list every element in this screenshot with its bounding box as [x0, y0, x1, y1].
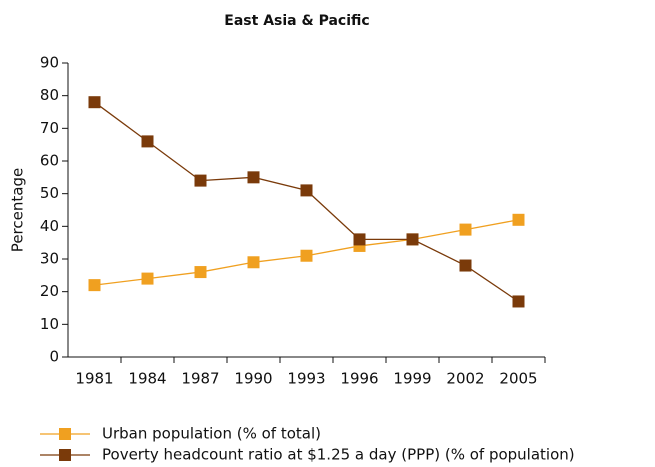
- point: [300, 184, 313, 197]
- x-tick-label: 1993: [287, 370, 325, 388]
- point: [141, 272, 154, 285]
- point: [300, 249, 313, 262]
- legend-marker: [59, 428, 71, 440]
- point: [459, 223, 472, 236]
- x-tick-label: 1987: [181, 370, 219, 388]
- x-tick-label: 1984: [128, 370, 166, 388]
- point: [247, 256, 260, 269]
- point: [141, 135, 154, 148]
- x-tick-label: 1996: [340, 370, 378, 388]
- point: [88, 96, 101, 109]
- legend-marker: [59, 449, 71, 461]
- point: [512, 295, 525, 308]
- y-tick-label: 50: [40, 184, 59, 202]
- x-tick-label: 2005: [499, 370, 537, 388]
- legend-label: Poverty headcount ratio at $1.25 a day (…: [102, 446, 575, 464]
- y-tick-label: 90: [40, 54, 59, 72]
- y-tick-label: 60: [40, 152, 59, 170]
- y-tick-label: 70: [40, 119, 59, 137]
- point: [194, 174, 207, 187]
- x-tick-label: 2002: [446, 370, 484, 388]
- point: [247, 171, 260, 184]
- x-tick-label: 1990: [234, 370, 272, 388]
- y-tick-label: 20: [40, 282, 59, 300]
- x-tick-label: 1981: [75, 370, 113, 388]
- series-line: [94, 101, 519, 303]
- point: [88, 279, 101, 292]
- point: [512, 213, 525, 226]
- x-tick-label: 1999: [393, 370, 431, 388]
- y-tick-label: 40: [40, 217, 59, 235]
- point: [406, 233, 419, 246]
- point: [353, 233, 366, 246]
- point: [194, 266, 207, 279]
- y-tick-label: 10: [40, 315, 59, 333]
- legend-label: Urban population (% of total): [102, 425, 321, 443]
- point: [459, 259, 472, 272]
- y-tick-label: 80: [40, 86, 59, 104]
- chart-title: East Asia & Pacific: [224, 13, 369, 29]
- y-axis-label: Percentage: [9, 168, 27, 252]
- y-tick-label: 30: [40, 250, 59, 268]
- y-tick-label: 0: [49, 348, 59, 366]
